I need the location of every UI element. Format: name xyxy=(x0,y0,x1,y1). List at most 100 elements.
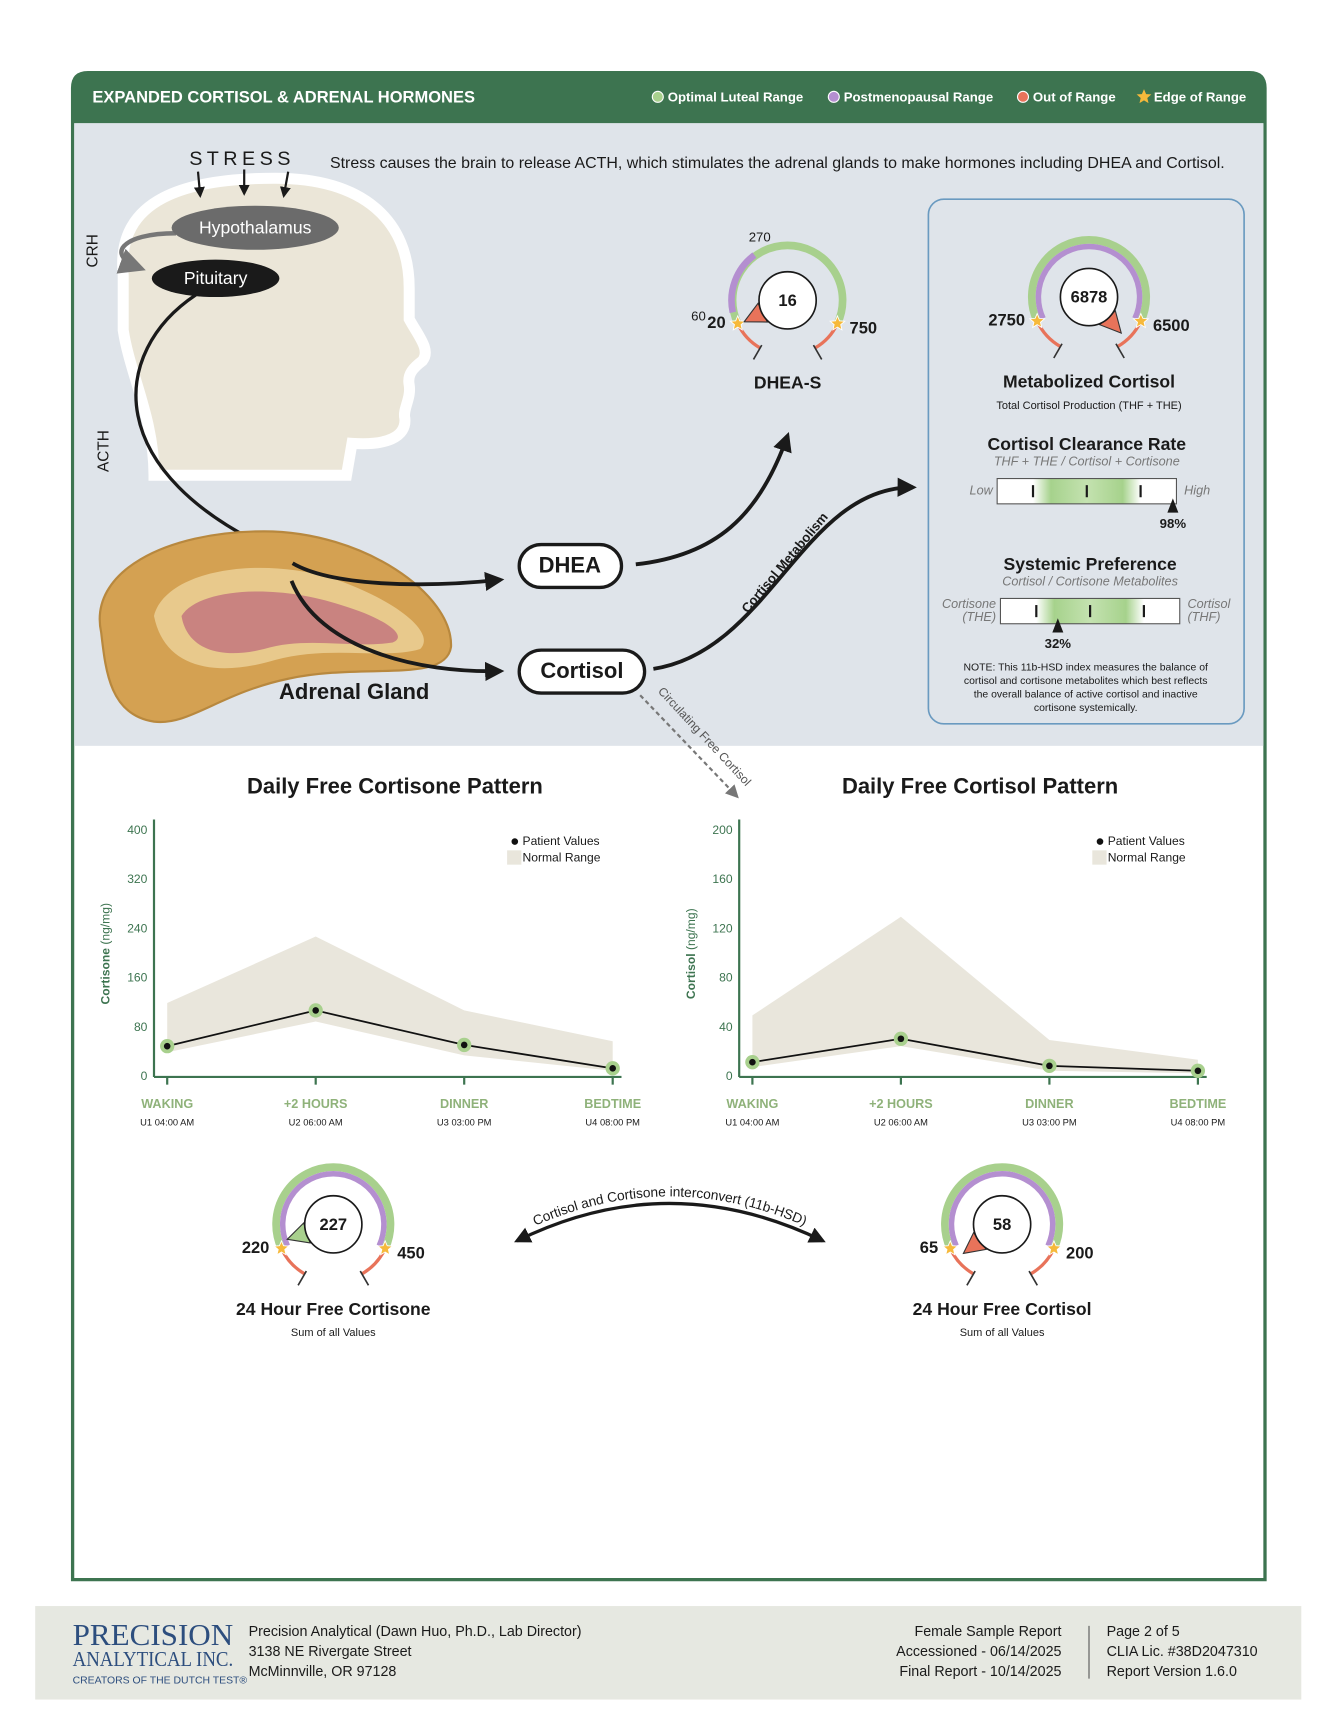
patient-point xyxy=(1046,1062,1053,1070)
y-tick-label: 80 xyxy=(134,1020,148,1034)
gauge-high-label: 750 xyxy=(850,319,878,337)
crh-label: CRH xyxy=(85,234,102,267)
logo-tagline: CREATORS OF THE DUTCH TEST® xyxy=(73,1676,248,1687)
normal-range xyxy=(752,916,1198,1074)
acth-label: ACTH xyxy=(96,430,113,472)
legend-label: Out of Range xyxy=(1033,89,1116,104)
normal-range xyxy=(167,936,613,1071)
note: NOTE: This 11b-HSD index measures the ba… xyxy=(963,663,1208,714)
x-tick-sublabel: U1 04:00 AM xyxy=(725,1118,779,1128)
y-tick-label: 120 xyxy=(712,921,732,935)
note-line: the overall balance of active cortisol a… xyxy=(974,689,1198,700)
gauge-value: 227 xyxy=(320,1216,348,1234)
gauge-end-tick xyxy=(1028,1270,1039,1286)
gauge-subtitle: Total Cortisol Production (THF + THE) xyxy=(996,400,1181,412)
report-line: Final Report - 10/14/2025 xyxy=(899,1664,1061,1680)
index-subtitle: Cortisol / Cortisone Metabolites xyxy=(1002,574,1178,588)
y-tick-label: 80 xyxy=(719,971,733,985)
y-axis-unit: (ng/mg) xyxy=(99,903,113,945)
gauge-high-label: 450 xyxy=(397,1244,425,1262)
gauge-center xyxy=(972,1194,1032,1254)
report-line: Female Sample Report xyxy=(914,1624,1061,1640)
gauge-postmenopausal-band xyxy=(279,1171,387,1247)
gauge-low-star xyxy=(273,1239,290,1256)
x-tick-label: WAKING xyxy=(141,1097,193,1111)
patient-line xyxy=(752,1037,1198,1072)
index-right-label: (THF) xyxy=(1187,610,1220,624)
legend-swatch xyxy=(1092,850,1107,865)
dhea-label: DHEA xyxy=(539,552,601,577)
circulating-arrow xyxy=(639,694,739,799)
gauge-low-label: 20 xyxy=(707,314,725,332)
patient-point xyxy=(460,1041,468,1049)
gauge-high-label: 6500 xyxy=(1153,317,1190,335)
gauge-optimal-range xyxy=(1027,236,1151,323)
page-line: CLIA Lic. #38D2047310 xyxy=(1107,1644,1258,1660)
lab-line: 3138 NE Rivergate Street xyxy=(249,1644,412,1660)
index-right-label: Cortisol xyxy=(1187,597,1231,611)
index-right-label: High xyxy=(1184,484,1210,498)
header-legend: Optimal Luteal Range Postmenopausal Range… xyxy=(651,89,1246,104)
gauge-end-tick xyxy=(359,1270,370,1286)
cortisol-node xyxy=(517,648,647,695)
gauge-high-star xyxy=(1132,312,1150,329)
gauge-title: 24 Hour Free Cortisol xyxy=(913,1299,1092,1319)
index-left-label: Cortisone xyxy=(942,597,996,611)
index-title: Systemic Preference xyxy=(1004,554,1177,574)
x-tick-sublabel: U4 08:00 PM xyxy=(1171,1118,1226,1128)
logo-sub: ANALYTICAL INC. xyxy=(73,1647,234,1671)
page-line: Page 2 of 5 xyxy=(1107,1624,1180,1640)
dhea-node xyxy=(517,542,624,590)
metabolism-box xyxy=(927,198,1245,725)
index-left-label: Low xyxy=(970,484,994,498)
logo-main: PRECISION xyxy=(73,1618,234,1652)
index-title: Cortisol Clearance Rate xyxy=(988,434,1187,454)
gauge-low-star xyxy=(1028,312,1046,329)
header-title: EXPANDED CORTISOL & ADRENAL HORMONES xyxy=(92,88,475,106)
stress-arrows xyxy=(193,169,291,199)
gauge-value: 58 xyxy=(993,1216,1011,1234)
legend-label: Patient Values xyxy=(1108,834,1185,848)
gauge-end-tick xyxy=(966,1270,976,1286)
gauge-value: 16 xyxy=(778,292,796,310)
patient-line xyxy=(166,1009,613,1070)
adrenal-label: Adrenal Gland xyxy=(279,679,429,704)
index-value-label: 98% xyxy=(1160,516,1187,531)
legend-label: Normal Range xyxy=(1108,850,1186,864)
page-line: Report Version 1.6.0 xyxy=(1107,1664,1237,1680)
x-tick-sublabel: U3 03:00 PM xyxy=(1022,1118,1077,1128)
y-axis-name: Cortisol xyxy=(684,953,698,999)
header-bar xyxy=(72,72,1266,124)
legend-label: Postmenopausal Range xyxy=(844,89,993,104)
legend-label: Normal Range xyxy=(522,850,600,864)
y-tick-label: 40 xyxy=(719,1020,733,1034)
cortisol-label: Cortisol xyxy=(540,658,623,683)
gauge-center xyxy=(303,1194,363,1254)
gauge-value: 6878 xyxy=(1071,289,1108,307)
legend-label: Edge of Range xyxy=(1154,89,1246,104)
hypothalamus xyxy=(171,205,339,250)
stress-label: STRESS xyxy=(189,148,295,170)
legend-point xyxy=(1096,838,1104,845)
y-tick-label: 0 xyxy=(141,1069,148,1083)
gauge-end-tick xyxy=(812,344,823,360)
y-axis-name: Cortisone xyxy=(99,948,113,1005)
x-tick-sublabel: U2 06:00 AM xyxy=(289,1118,343,1128)
x-tick-sublabel: U3 03:00 PM xyxy=(437,1118,492,1128)
note-line: cortisone systemically. xyxy=(1034,703,1138,714)
chart-title: Daily Free Cortisol Pattern xyxy=(842,773,1118,798)
gauge-high-label: 200 xyxy=(1066,1244,1094,1262)
gauge-high-star xyxy=(1045,1239,1063,1256)
x-tick-label: DINNER xyxy=(1025,1097,1073,1111)
legend-label: Optimal Luteal Range xyxy=(668,89,804,104)
interconvert-arrow xyxy=(514,1201,826,1243)
index-subtitle: THF + THE / Cortisol + Cortisone xyxy=(994,454,1180,468)
pituitary-label: Pituitary xyxy=(184,268,248,288)
gauge-title: DHEA-S xyxy=(754,373,822,393)
gauge-low-star xyxy=(729,314,747,331)
patient-point xyxy=(312,1007,319,1014)
gauge-center xyxy=(1059,267,1119,327)
x-tick-label: WAKING xyxy=(726,1097,778,1111)
gauge-subtitle: Sum of all Values xyxy=(960,1327,1045,1339)
